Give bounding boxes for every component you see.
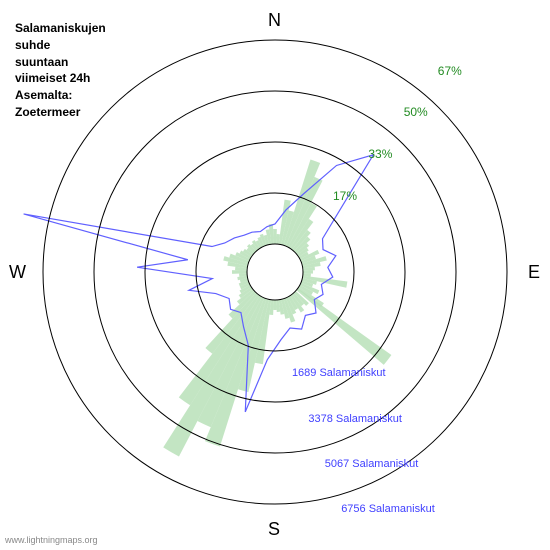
compass-n: N <box>268 10 281 31</box>
ring-count-label: 1689 Salamaniskut <box>292 367 386 379</box>
chart-title: Salamaniskujen suhde suuntaan viimeiset … <box>15 20 106 121</box>
compass-s: S <box>268 519 280 540</box>
pct-label: 17% <box>333 189 357 203</box>
ring-count-label: 3378 Salamaniskut <box>308 413 402 425</box>
green-sector <box>273 300 276 310</box>
pct-label: 50% <box>404 105 428 119</box>
ring-count-label: 5067 Salamaniskut <box>325 458 419 470</box>
green-sector <box>303 270 313 273</box>
compass-w: W <box>9 262 26 283</box>
attribution-text: www.lightningmaps.org <box>5 535 98 545</box>
pct-label: 67% <box>438 64 462 78</box>
ring-count-label: 6756 Salamaniskut <box>341 503 435 515</box>
compass-e: E <box>528 262 540 283</box>
green-sector <box>296 288 391 365</box>
green-sector <box>232 270 247 274</box>
polar-chart-container: Salamaniskujen suhde suuntaan viimeiset … <box>0 0 550 550</box>
center-hole <box>247 244 303 300</box>
pct-label: 33% <box>368 147 392 161</box>
green-sector <box>273 229 277 244</box>
